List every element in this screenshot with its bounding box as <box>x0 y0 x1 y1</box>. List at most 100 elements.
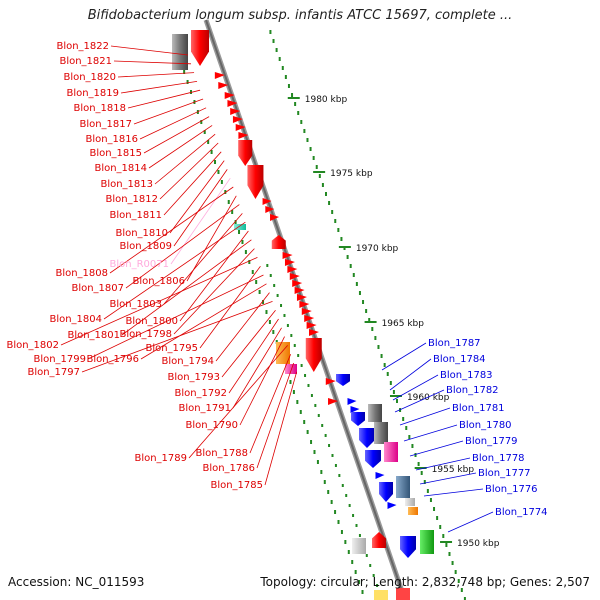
gene-forward[interactable] <box>304 315 315 322</box>
gene-label[interactable]: Blon_1779 <box>465 436 518 447</box>
gene-forward[interactable] <box>294 287 305 294</box>
gene-forward[interactable] <box>262 198 272 205</box>
gene-forward[interactable] <box>214 72 225 79</box>
gene-label[interactable]: Blon_1782 <box>446 385 499 396</box>
gene-label[interactable]: Blon_1781 <box>452 403 505 414</box>
gene-forward[interactable] <box>305 338 322 372</box>
gene-label[interactable]: Blon_1791 <box>178 403 231 414</box>
gene-label[interactable]: Blon_1784 <box>433 354 486 365</box>
gene-box-orange[interactable] <box>408 507 418 515</box>
gene-reverse[interactable] <box>336 374 350 386</box>
gene-label[interactable]: Blon_1809 <box>119 241 172 252</box>
gene-label[interactable]: Blon_1822 <box>56 41 109 52</box>
gene-reverse[interactable] <box>365 450 381 468</box>
gene-box-gray[interactable] <box>368 404 382 422</box>
gene-label[interactable]: Blon_1815 <box>89 148 142 159</box>
gene-forward[interactable] <box>227 100 238 107</box>
gene-box-steel[interactable] <box>396 476 410 498</box>
gene-forward[interactable] <box>328 398 339 405</box>
left-gene-labels[interactable]: Blon_1822 Blon_1821 Blon_1820 Blon_1819 Blon… <box>6 41 263 491</box>
gene-box-pink[interactable] <box>384 442 398 462</box>
gene-label[interactable]: Blon_1793 <box>167 372 220 383</box>
gene-forward[interactable] <box>301 308 312 315</box>
right-gene-labels[interactable]: Blon_1787 Blon_1784 Blon_1783 Blon_1782 Blon… <box>428 338 548 518</box>
gene-label[interactable]: Blon_1817 <box>79 119 132 130</box>
gene-reverse[interactable] <box>347 398 357 405</box>
gene-forward[interactable] <box>372 532 386 548</box>
gene-box-gray[interactable] <box>172 34 188 70</box>
gene-label[interactable]: Blon_1780 <box>459 420 512 431</box>
gene-forward[interactable] <box>296 294 307 301</box>
gene-box-teal[interactable] <box>234 224 246 230</box>
gene-label[interactable]: Blon_1783 <box>440 370 493 381</box>
gene-reverse[interactable] <box>359 428 375 448</box>
gene-label[interactable]: Blon_1798 <box>119 329 172 340</box>
gene-reverse[interactable] <box>375 472 385 479</box>
gene-label[interactable]: Blon_1812 <box>105 194 158 205</box>
gene-box-green[interactable] <box>420 530 434 554</box>
gene-forward[interactable] <box>284 259 295 266</box>
gene-forward[interactable] <box>230 108 241 115</box>
gene-label[interactable]: Blon_1787 <box>428 338 481 349</box>
gene-forward[interactable] <box>270 214 280 221</box>
gene-forward[interactable] <box>191 30 209 66</box>
gene-label[interactable]: Blon_1795 <box>145 343 198 354</box>
gene-box-lightgray[interactable] <box>352 538 366 554</box>
gene-label[interactable]: Blon_1789 <box>134 453 187 464</box>
gene-label[interactable]: Blon_1785 <box>210 480 263 491</box>
gene-label[interactable]: Blon_1804 <box>49 314 102 325</box>
gene-box-lightgray[interactable] <box>405 498 415 506</box>
gene-label[interactable]: Blon_1801 <box>67 330 120 341</box>
gene-reverse[interactable] <box>400 536 416 558</box>
gene-forward[interactable] <box>238 140 253 166</box>
gene-label[interactable]: Blon_R0071 <box>110 259 170 270</box>
gene-label[interactable]: Blon_1818 <box>73 103 126 114</box>
gene-forward[interactable] <box>287 266 298 273</box>
gene-label[interactable]: Blon_1799 <box>33 354 86 365</box>
gene-reverse[interactable] <box>350 406 360 413</box>
gene-label[interactable]: Blon_1796 <box>86 354 139 365</box>
gene-forward[interactable] <box>265 206 275 213</box>
gene-label[interactable]: Blon_1811 <box>109 210 162 221</box>
gene-label[interactable]: Blon_1802 <box>6 340 59 351</box>
gene-forward[interactable] <box>218 82 229 89</box>
gene-forward[interactable] <box>224 92 235 99</box>
gene-label[interactable]: Blon_1820 <box>63 72 116 83</box>
gene-label[interactable]: Blon_1816 <box>85 134 138 145</box>
gene-forward[interactable] <box>306 322 317 329</box>
gene-box-yellow[interactable] <box>374 590 388 600</box>
gene-box-red[interactable] <box>396 588 410 600</box>
gene-forward[interactable] <box>289 273 300 280</box>
gene-forward[interactable] <box>282 252 293 259</box>
gene-reverse[interactable] <box>387 502 397 509</box>
gene-label[interactable]: Blon_1786 <box>202 463 255 474</box>
gene-label[interactable]: Blon_1777 <box>478 468 531 479</box>
gene-label[interactable]: Blon_1806 <box>132 276 185 287</box>
gene-forward[interactable] <box>308 329 319 336</box>
gene-box-pink[interactable] <box>285 364 297 374</box>
gene-forward[interactable] <box>247 165 264 199</box>
gene-label[interactable]: Blon_1794 <box>161 356 214 367</box>
gene-forward[interactable] <box>299 301 310 308</box>
gene-label[interactable]: Blon_1800 <box>125 316 178 327</box>
gene-label[interactable]: Blon_1819 <box>66 88 119 99</box>
gene-label[interactable]: Blon_1814 <box>94 163 147 174</box>
gene-forward[interactable] <box>325 378 336 385</box>
gene-label[interactable]: Blon_1807 <box>71 283 124 294</box>
gene-label[interactable]: Blon_1774 <box>495 507 548 518</box>
gene-reverse[interactable] <box>379 482 393 502</box>
gene-label[interactable]: Blon_1810 <box>115 228 168 239</box>
gene-label[interactable]: Blon_1808 <box>55 268 108 279</box>
gene-label[interactable]: Blon_1778 <box>472 453 525 464</box>
gene-forward[interactable] <box>292 280 303 287</box>
gene-label[interactable]: Blon_1821 <box>59 56 112 67</box>
gene-forward[interactable] <box>235 124 246 131</box>
gene-label[interactable]: Blon_1813 <box>100 179 153 190</box>
gene-forward[interactable] <box>238 132 249 139</box>
gene-forward[interactable] <box>271 235 286 249</box>
gene-label[interactable]: Blon_1803 <box>109 299 162 310</box>
gene-forward[interactable] <box>232 116 243 123</box>
gene-box-gray[interactable] <box>374 422 388 444</box>
gene-label[interactable]: Blon_1797 <box>27 367 80 378</box>
